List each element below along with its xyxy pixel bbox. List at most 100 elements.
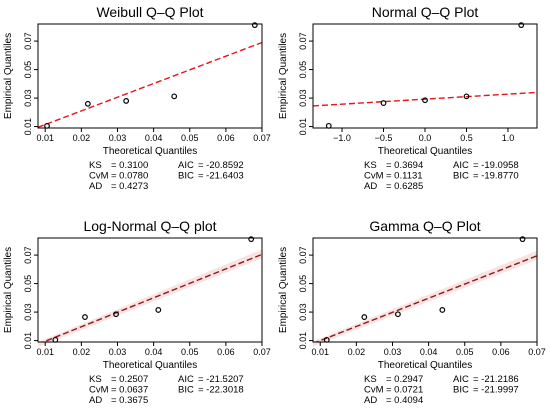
- y-tick-label: 0.01: [23, 332, 33, 350]
- y-tick-label: 0.01: [298, 118, 308, 136]
- stat-label: CvM: [364, 385, 384, 396]
- plot-frame: [37, 237, 263, 343]
- y-tick-label: 0.07: [23, 246, 33, 264]
- stat-value: = 0.4094: [386, 395, 423, 406]
- x-tick-label: 0.03: [384, 347, 402, 357]
- y-tick-label: 0.05: [23, 275, 33, 293]
- x-tick-label: −1.0: [333, 133, 351, 143]
- y-tick-label: 0.07: [298, 246, 308, 264]
- y-axis-label: Empirical Quantiles: [3, 33, 14, 119]
- info-criterion-value: = -19.0958: [473, 160, 519, 171]
- data-point: [113, 311, 119, 318]
- x-tick-label: 0.02: [73, 347, 91, 357]
- stat-value: = 0.3694: [386, 160, 423, 171]
- y-tick-label: 0.05: [23, 61, 33, 79]
- stat-value: = 0.1131: [386, 171, 423, 182]
- info-criterion-label: AIC: [453, 160, 469, 171]
- data-point: [82, 314, 88, 320]
- y-tick-label: 0.03: [298, 303, 308, 321]
- stat-label: CvM: [364, 171, 384, 182]
- stat-label: AD: [89, 395, 102, 406]
- info-criterion-label: BIC: [178, 385, 194, 396]
- chart-panel-1: Weibull Q–Q Plot 0.01 0.02 0.03 0.04 0.05 0.06…: [3, 4, 271, 192]
- chart-panel-2: Normal Q–Q Plot −1.0 −0.5 0.0 0.5 1.0 0.01 0.03…: [278, 4, 538, 192]
- x-tick-label: 0.02: [348, 347, 366, 357]
- x-tick-label: 0.02: [73, 133, 91, 143]
- chart-title: Gamma Q–Q Plot: [369, 218, 480, 234]
- stat-label: KS: [364, 374, 377, 385]
- stat-value: = 0.0721: [386, 385, 423, 396]
- x-axis-label: Theoretical Quantiles: [378, 360, 473, 371]
- y-tick-label: 0.03: [23, 303, 33, 321]
- info-criterion-label: AIC: [453, 374, 469, 385]
- stat-label: CvM: [89, 385, 109, 396]
- stat-value: = 0.0780: [111, 171, 148, 182]
- x-axis-label: Theoretical Quantiles: [103, 360, 198, 371]
- stat-label: KS: [89, 160, 102, 171]
- data-point: [380, 100, 387, 106]
- stat-value: = 0.3100: [111, 160, 148, 171]
- data-point: [439, 307, 446, 313]
- x-tick-label: 0.07: [528, 347, 546, 357]
- y-axis-label: Empirical Quantiles: [3, 247, 14, 333]
- info-criterion-label: AIC: [178, 160, 194, 171]
- info-criterion-value: = -21.5207: [198, 374, 244, 385]
- data-point: [171, 93, 178, 100]
- x-tick-label: 0.06: [217, 347, 235, 357]
- stat-value: = 0.4273: [111, 181, 148, 192]
- data-point: [251, 22, 258, 29]
- data-point: [395, 311, 401, 318]
- y-axis-label: Empirical Quantiles: [278, 33, 289, 119]
- info-criterion-label: AIC: [178, 374, 194, 385]
- x-tick-label: 0.01: [36, 347, 54, 357]
- x-tick-label: 0.0: [419, 133, 432, 143]
- chart-panel-4: Gamma Q–Q Plot 0.01 0.02 0.03 0.04 0.05 0.06 0.…: [278, 218, 546, 406]
- info-criterion-label: BIC: [453, 385, 469, 396]
- x-tick-label: 0.06: [217, 133, 235, 143]
- data-point: [248, 236, 255, 243]
- x-tick-label: 0.5: [460, 133, 473, 143]
- x-tick-label: 0.03: [109, 133, 127, 143]
- stat-label: AD: [364, 181, 377, 192]
- x-axis-label: Theoretical Quantiles: [378, 146, 473, 157]
- chart-title: Weibull Q–Q Plot: [96, 4, 203, 20]
- info-criterion-value: = -22.3018: [198, 385, 244, 396]
- stat-value: = 0.3675: [111, 395, 148, 406]
- y-tick-label: 0.07: [298, 32, 308, 50]
- reference-line: [41, 253, 262, 342]
- chart-title: Normal Q–Q Plot: [372, 4, 479, 20]
- data-point: [361, 314, 368, 320]
- data-point: [84, 100, 91, 107]
- stat-value: = 0.0637: [111, 385, 148, 396]
- stat-label: KS: [89, 374, 102, 385]
- y-tick-label: 0.05: [298, 61, 308, 79]
- confidence-band: [38, 249, 262, 348]
- x-tick-label: 0.07: [253, 347, 271, 357]
- chart-panel-3: Log-Normal Q–Q plot 0.01 0.02 0.03 0.04 0.05 0…: [3, 218, 271, 406]
- chart-title: Log-Normal Q–Q plot: [83, 218, 216, 234]
- x-tick-label: 0.03: [109, 347, 127, 357]
- y-tick-label: 0.03: [298, 89, 308, 107]
- plot-frame: [37, 23, 263, 129]
- x-tick-label: 0.04: [420, 347, 438, 357]
- x-axis-label: Theoretical Quantiles: [103, 146, 198, 157]
- stat-label: CvM: [89, 171, 109, 182]
- data-point: [422, 97, 428, 104]
- y-tick-label: 0.05: [298, 275, 308, 293]
- stat-value: = 0.6285: [386, 181, 423, 192]
- info-criterion-value: = -19.8770: [473, 171, 519, 182]
- info-criterion-label: BIC: [178, 171, 194, 182]
- reference-line: [314, 255, 537, 342]
- data-point: [155, 307, 162, 313]
- plot-frame: [312, 237, 538, 343]
- x-tick-label: 0.05: [181, 347, 199, 357]
- x-tick-label: 0.05: [181, 133, 199, 143]
- stat-value: = 0.2947: [386, 374, 423, 385]
- plot-frame: [312, 23, 538, 129]
- x-tick-label: 0.04: [145, 133, 163, 143]
- data-point: [325, 122, 332, 129]
- stat-value: = 0.2507: [111, 374, 148, 385]
- stat-label: AD: [89, 181, 102, 192]
- x-tick-label: 0.01: [36, 133, 54, 143]
